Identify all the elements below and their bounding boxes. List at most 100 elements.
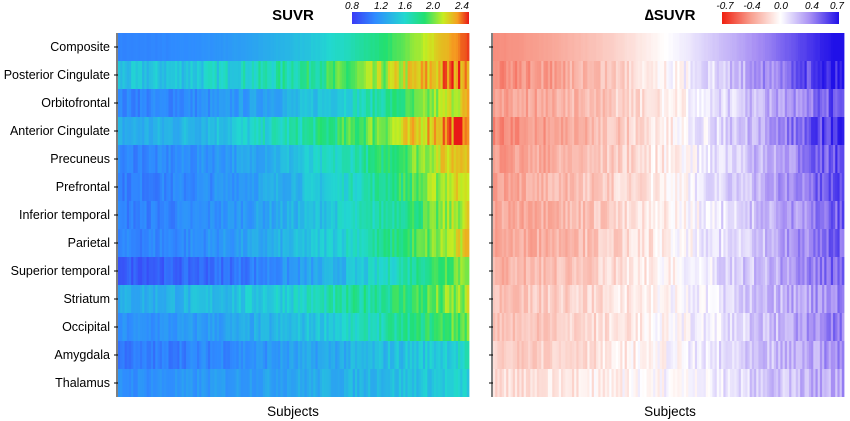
heatmap-cell: [348, 313, 351, 341]
heatmap-cell: [153, 369, 156, 397]
heatmap-cell: [503, 257, 507, 285]
heatmap-cell: [313, 117, 316, 145]
heatmap-cell: [664, 89, 667, 117]
heatmap-cell: [240, 313, 244, 341]
heatmap-cell: [291, 313, 294, 341]
heatmap-cell: [332, 61, 336, 89]
heatmap-cell: [811, 117, 814, 145]
heatmap-cell: [729, 201, 733, 229]
heatmap-cell: [705, 369, 709, 397]
heatmap-cell: [536, 341, 540, 369]
heatmap-cell: [245, 61, 248, 89]
heatmap-cell: [523, 61, 527, 89]
heatmap-cell: [144, 313, 147, 341]
heatmap-cell: [273, 257, 277, 285]
heatmap-cell: [400, 369, 404, 397]
heatmap-cell: [530, 201, 533, 229]
heatmap-cell: [205, 173, 209, 201]
heatmap-cell: [240, 285, 244, 313]
heatmap-cell: [697, 285, 700, 313]
heatmap-cell: [811, 89, 814, 117]
heatmap-cell: [322, 229, 325, 257]
heatmap-cell: [802, 117, 805, 145]
heatmap-cell: [354, 201, 358, 229]
heatmap-cell: [822, 173, 825, 201]
heatmap-cell: [464, 285, 468, 313]
heatmap-cell: [133, 145, 136, 173]
heatmap-cell: [561, 145, 564, 173]
heatmap-cell: [536, 173, 540, 201]
heatmap-cell: [425, 201, 428, 229]
heatmap-cell: [455, 33, 459, 61]
heatmap-cell: [243, 369, 246, 397]
heatmap-cell: [510, 285, 514, 313]
heatmap-cell: [686, 369, 689, 397]
heatmap-cell: [769, 145, 772, 173]
heatmap-cell: [258, 369, 261, 397]
heatmap-cell: [240, 201, 244, 229]
heatmap-cell: [707, 117, 711, 145]
heatmap-cell: [330, 313, 334, 341]
heatmap-cell: [547, 229, 551, 257]
heatmap-cell: [718, 229, 722, 257]
heatmap-cell: [418, 341, 422, 369]
heatmap-cell: [359, 341, 362, 369]
heatmap-cell: [144, 201, 147, 229]
heatmap-cell: [534, 201, 538, 229]
heatmap-cell: [179, 117, 183, 145]
heatmap-cell: [403, 61, 406, 89]
heatmap-cell: [668, 285, 672, 313]
heatmap-cell: [260, 285, 264, 313]
heatmap-cell: [194, 369, 198, 397]
heatmap-cell: [714, 313, 718, 341]
heatmap-cell: [400, 285, 404, 313]
heatmap-cell: [811, 341, 814, 369]
heatmap-cell: [563, 341, 566, 369]
heatmap-cell: [694, 145, 698, 173]
heatmap-cell: [797, 313, 801, 341]
heatmap-cell: [771, 257, 775, 285]
heatmap-cell: [221, 341, 224, 369]
heatmap-cell: [328, 89, 332, 117]
heatmap-cell: [830, 313, 834, 341]
heatmap-cell: [278, 285, 281, 313]
heatmap-cell: [734, 61, 737, 89]
heatmap-cell: [284, 89, 288, 117]
heatmap-cell: [390, 117, 393, 145]
heatmap-cell: [128, 173, 132, 201]
heatmap-cell: [631, 117, 634, 145]
heatmap-cell: [139, 173, 143, 201]
heatmap-cell: [648, 145, 652, 173]
heatmap-cell: [218, 229, 222, 257]
heatmap-cell: [765, 145, 768, 173]
heatmap-cell: [765, 313, 768, 341]
heatmap-cell: [672, 173, 676, 201]
heatmap-cell: [387, 369, 391, 397]
heatmap-cell: [762, 117, 766, 145]
heatmap-cell: [436, 173, 439, 201]
heatmap-cell: [155, 257, 158, 285]
heatmap-cell: [648, 257, 652, 285]
heatmap-cell: [561, 117, 564, 145]
heatmap-cell: [131, 229, 134, 257]
heatmap-cell: [710, 285, 713, 313]
heatmap-cell: [631, 313, 634, 341]
heatmap-cell: [585, 33, 588, 61]
heatmap-cell: [240, 173, 244, 201]
heatmap-cell: [734, 173, 737, 201]
heatmap-cell: [302, 341, 305, 369]
heatmap-cell: [210, 313, 213, 341]
heatmap-cell: [306, 89, 310, 117]
heatmap-cell: [157, 201, 161, 229]
heatmap-cell: [760, 201, 764, 229]
heatmap-cell: [218, 313, 222, 341]
heatmap-cell: [315, 313, 319, 341]
heatmap-cell: [747, 285, 751, 313]
heatmap-cell: [190, 285, 193, 313]
heatmap-cell: [804, 89, 808, 117]
heatmap-cell: [243, 117, 246, 145]
heatmap-cell: [350, 341, 354, 369]
heatmap-cell: [751, 285, 755, 313]
heatmap-cell: [118, 341, 121, 369]
heatmap-cell: [815, 61, 819, 89]
